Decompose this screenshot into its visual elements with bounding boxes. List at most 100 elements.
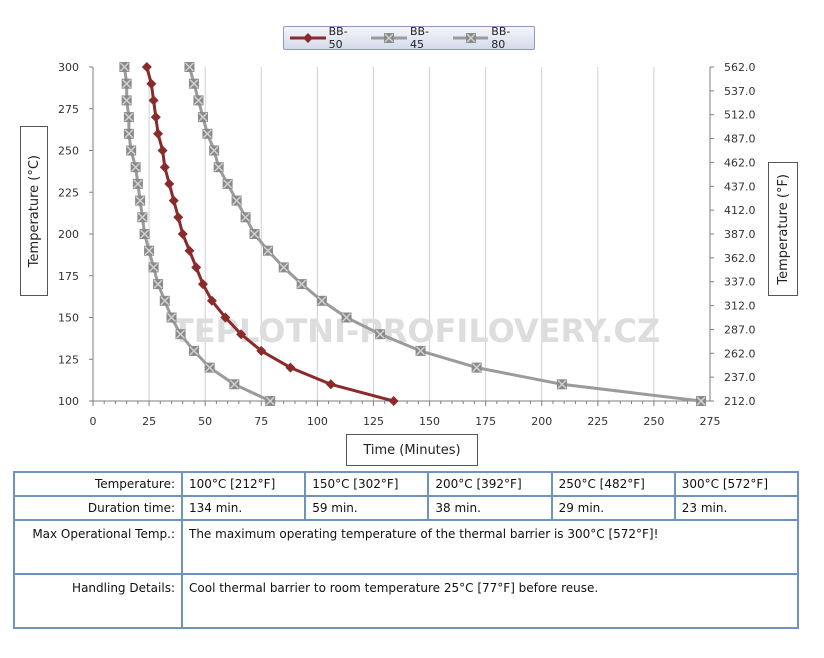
duration-row: Duration time: 134 min. 59 min. 38 min. … [13, 495, 800, 521]
duration-cell: 134 min. [180, 495, 307, 521]
y2-tick-label: 512.0 [724, 109, 756, 122]
data-point-bb-80 [197, 112, 208, 123]
legend-label-bb-80: BB-80 [491, 25, 511, 51]
data-point-bb-80 [263, 245, 274, 256]
marker-cross [241, 212, 251, 222]
marker-cross [133, 179, 143, 189]
data-point-bb-50 [206, 295, 217, 306]
legend-swatch-bb-45 [371, 33, 407, 43]
max-temp-text: The maximum operating temperature of the… [181, 519, 799, 575]
marker-cross [135, 196, 145, 206]
marker-cross [176, 329, 185, 339]
data-point-bb-80 [316, 295, 327, 306]
y2-tick-label: 537.0 [724, 85, 756, 98]
data-point-bb-50 [236, 329, 247, 340]
marker-cross [160, 296, 170, 306]
y2-tick-label: 412.0 [724, 204, 756, 217]
marker-cross [557, 379, 567, 389]
data-point-bb-45 [139, 229, 150, 239]
data-point-bb-45 [132, 178, 143, 189]
info-table: Temperature: 100°C [212°F] 150°C [302°F]… [13, 471, 800, 629]
y-tick-label: 175 [58, 270, 79, 283]
marker-cross [696, 396, 706, 406]
marker-cross [223, 179, 233, 189]
data-point-bb-45 [166, 312, 177, 323]
marker-cross [263, 246, 273, 256]
data-point-bb-50 [148, 95, 159, 106]
y-axis-title-right-text: Temperature (°F) [775, 173, 791, 285]
y-tick-label: 300 [58, 61, 79, 74]
data-point-bb-80 [231, 195, 242, 206]
data-point-bb-80 [213, 162, 224, 173]
marker-cross [122, 95, 132, 105]
data-point-bb-50 [168, 195, 179, 206]
duration-label: Duration time: [13, 495, 183, 521]
data-point-bb-80 [296, 279, 307, 290]
marker-cross [375, 329, 385, 339]
data-point-bb-45 [119, 62, 130, 72]
data-point-bb-50 [150, 112, 161, 123]
x-tick-label: 200 [531, 415, 552, 428]
y2-tick-label: 337.0 [724, 276, 756, 289]
max-temp-row: Max Operational Temp.: The maximum opera… [13, 519, 799, 575]
marker-cross [297, 279, 307, 289]
data-point-bb-50 [220, 312, 231, 323]
marker-cross [140, 229, 150, 239]
legend-item-bb-80: BB-80 [452, 25, 524, 51]
marker-cross [202, 129, 212, 139]
temperature-cell: 300°C [572°F] [673, 471, 800, 497]
marker-cross [131, 162, 141, 172]
handling-row: Handling Details: Cool thermal barrier t… [13, 573, 799, 629]
data-point-bb-80 [202, 128, 213, 139]
data-point-bb-50 [184, 245, 195, 256]
duration-cell: 59 min. [304, 495, 430, 521]
marker-cross [342, 313, 352, 322]
data-point-bb-45 [229, 379, 240, 390]
marker-cross [184, 62, 194, 72]
marker-cross [232, 196, 242, 206]
data-point-bb-45 [153, 279, 164, 290]
legend-swatch-bb-80 [452, 33, 489, 43]
marker-cross [189, 79, 199, 89]
marker-cross [122, 79, 132, 89]
data-point-bb-80 [471, 362, 482, 373]
marker-cross [144, 246, 154, 256]
temperature-cell: 200°C [392°F] [427, 471, 553, 497]
data-point-bb-45 [126, 145, 137, 156]
data-point-bb-45 [121, 95, 132, 106]
temperature-cell: 100°C [212°F] [180, 471, 307, 497]
data-point-bb-50 [164, 178, 175, 189]
data-point-bb-80 [184, 62, 195, 72]
data-point-bb-45 [121, 78, 132, 89]
x-axis-title-text: Time (Minutes) [363, 442, 461, 458]
data-point-bb-80 [249, 229, 260, 239]
marker-cross [193, 95, 203, 105]
data-point-bb-50 [256, 345, 267, 356]
legend-label-bb-50: BB-50 [328, 25, 348, 51]
y2-tick-label: 237.0 [724, 371, 756, 384]
y2-tick-label: 387.0 [724, 228, 756, 241]
data-point-bb-80 [222, 178, 233, 189]
temperature-cell: 250°C [482°F] [550, 471, 676, 497]
y-axis-title-left: Temperature (°C) [20, 126, 48, 296]
temperature-label: Temperature: [13, 471, 183, 497]
marker-cross [229, 379, 239, 389]
data-point-bb-80 [209, 145, 220, 156]
marker-cross [167, 313, 177, 322]
max-temp-label: Max Operational Temp.: [13, 519, 183, 575]
marker-cross [153, 279, 163, 289]
data-point-bb-50 [197, 279, 208, 290]
temperature-cell: 150°C [302°F] [304, 471, 430, 497]
x-axis-title: Time (Minutes) [346, 434, 478, 466]
data-point-bb-50 [177, 229, 188, 239]
marker-cross [198, 112, 208, 122]
data-point-bb-80 [556, 379, 567, 390]
y2-tick-label: 262.0 [724, 347, 756, 360]
x-tick-label: 100 [307, 415, 328, 428]
data-point-bb-50 [157, 145, 168, 156]
y-tick-label: 150 [58, 312, 79, 325]
legend-item-bb-50: BB-50 [290, 25, 361, 51]
data-point-bb-80 [375, 329, 386, 340]
y2-tick-label: 437.0 [724, 180, 756, 193]
data-point-bb-45 [123, 112, 134, 123]
